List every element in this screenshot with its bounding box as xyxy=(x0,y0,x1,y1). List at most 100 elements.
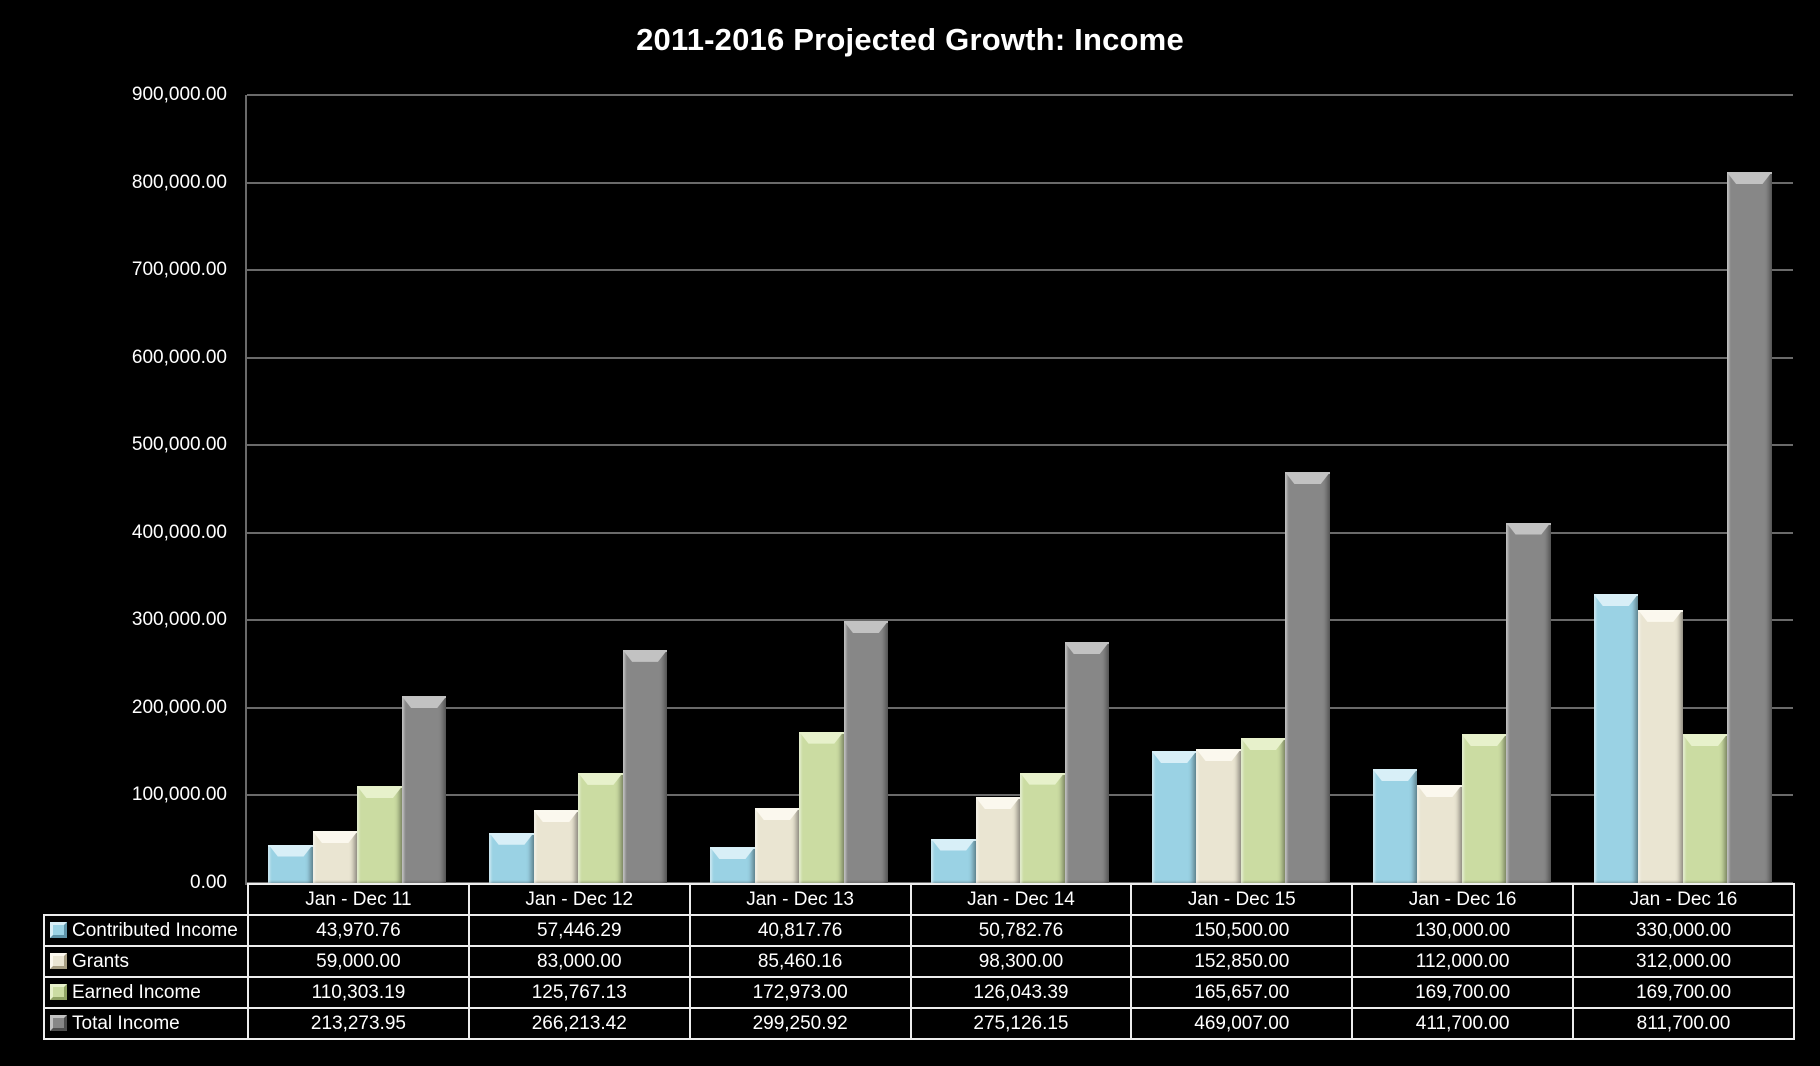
bar[interactable] xyxy=(1196,749,1241,883)
category-header-cell: Jan - Dec 15 xyxy=(1130,883,1354,916)
legend-key-icon xyxy=(50,1014,67,1031)
y-axis-tick-label: 600,000.00 xyxy=(131,346,227,368)
bar[interactable] xyxy=(1638,609,1683,883)
table-value-cell: 165,657.00 xyxy=(1130,976,1354,1009)
gridline xyxy=(247,706,1793,709)
y-axis-tick-label: 500,000.00 xyxy=(131,434,227,456)
table-value-cell: 152,850.00 xyxy=(1130,945,1354,978)
table-value-cell: 172,973.00 xyxy=(688,976,912,1009)
series-name: Contributed Income xyxy=(72,919,238,941)
bar[interactable] xyxy=(268,844,313,883)
bar[interactable] xyxy=(1151,751,1197,883)
table-value-cell: 275,126.15 xyxy=(909,1007,1133,1040)
series-label-cell: Earned Income xyxy=(43,976,249,1009)
series-label-cell: Contributed Income xyxy=(43,914,249,947)
table-value-cell: 469,007.00 xyxy=(1130,1007,1354,1040)
table-value-cell: 299,250.92 xyxy=(688,1007,912,1040)
category-header-cell: Jan - Dec 11 xyxy=(247,883,470,916)
y-axis-line xyxy=(245,95,247,885)
table-value-cell: 126,043.39 xyxy=(909,976,1133,1009)
bar[interactable] xyxy=(1285,472,1330,883)
gridline xyxy=(247,882,1793,884)
gridline xyxy=(247,94,1793,96)
table-value-cell: 312,000.00 xyxy=(1572,945,1795,978)
gridline xyxy=(247,181,1793,184)
series-name: Total Income xyxy=(72,1012,180,1034)
gridline xyxy=(247,269,1793,272)
category-header-cell: Jan - Dec 14 xyxy=(909,883,1133,916)
table-value-cell: 411,700.00 xyxy=(1351,1007,1575,1040)
bar[interactable] xyxy=(931,838,976,883)
bar[interactable] xyxy=(533,810,579,883)
bar[interactable] xyxy=(578,772,623,883)
plot-area xyxy=(247,94,1793,884)
gridline xyxy=(247,356,1793,359)
table-value-cell: 811,700.00 xyxy=(1572,1007,1795,1040)
series-name: Earned Income xyxy=(72,981,201,1003)
table-row: Contributed Income 43,970.76 57,446.29 40,8… xyxy=(43,914,1795,947)
bar[interactable] xyxy=(1064,642,1109,883)
legend-key-icon xyxy=(50,952,67,969)
bar[interactable] xyxy=(843,621,889,883)
bar[interactable] xyxy=(401,696,447,883)
table-value-cell: 150,500.00 xyxy=(1130,914,1354,947)
table-value-cell: 112,000.00 xyxy=(1351,945,1575,978)
bar[interactable] xyxy=(1461,734,1507,883)
category-header-cell: Jan - Dec 13 xyxy=(688,883,912,916)
bar[interactable] xyxy=(1417,784,1462,883)
table-row: Grants 59,000.00 83,000.00 85,460.16 98,300.… xyxy=(43,945,1795,978)
series-label-cell: Total Income xyxy=(43,1007,249,1040)
gridline xyxy=(247,619,1793,622)
y-axis-tick-label: 300,000.00 xyxy=(131,609,227,631)
category-header-cell: Jan - Dec 12 xyxy=(467,883,691,916)
table-value-cell: 213,273.95 xyxy=(247,1007,470,1040)
bar[interactable] xyxy=(1682,734,1728,883)
y-axis-tick-label: 700,000.00 xyxy=(131,259,227,281)
gridline xyxy=(247,531,1793,534)
y-axis-tick-label: 200,000.00 xyxy=(131,696,227,718)
bar[interactable] xyxy=(622,649,668,883)
bar[interactable] xyxy=(754,808,800,883)
y-axis-tick-label: 400,000.00 xyxy=(131,521,227,543)
bar[interactable] xyxy=(1506,522,1551,883)
bar[interactable] xyxy=(1240,737,1286,883)
table-value-cell: 110,303.19 xyxy=(247,976,470,1009)
table-row: Earned Income 110,303.19 125,767.13 172,973… xyxy=(43,976,1795,1009)
table-value-cell: 83,000.00 xyxy=(467,945,691,978)
table-value-cell: 169,700.00 xyxy=(1572,976,1795,1009)
legend-key-icon xyxy=(50,921,67,938)
y-axis-tick-label: 100,000.00 xyxy=(131,784,227,806)
bar[interactable] xyxy=(975,796,1020,883)
chart-title: 2011-2016 Projected Growth: Income xyxy=(636,22,1184,57)
table-row: Total Income 213,273.95 266,213.42 299,250.… xyxy=(43,1007,1795,1040)
bar[interactable] xyxy=(1372,769,1418,883)
y-axis-tick-label: 0.00 xyxy=(190,872,227,893)
bar[interactable] xyxy=(710,847,755,883)
y-axis-tick-label: 900,000.00 xyxy=(131,84,227,105)
table-header-row: Jan - Dec 11 Jan - Dec 12 Jan - Dec 13 Jan … xyxy=(44,883,1795,916)
category-header-cell: Jan - Dec 16 xyxy=(1572,883,1795,916)
table-value-cell: 98,300.00 xyxy=(909,945,1133,978)
bar[interactable] xyxy=(357,786,402,883)
bar[interactable] xyxy=(1727,172,1772,883)
category-header-cell: Jan - Dec 16 xyxy=(1351,883,1575,916)
table-value-cell: 40,817.76 xyxy=(688,914,912,947)
bar[interactable] xyxy=(1593,594,1639,883)
bar[interactable] xyxy=(1020,772,1065,883)
gridline xyxy=(247,444,1793,447)
legend-key-icon xyxy=(50,983,67,1000)
table-value-cell: 130,000.00 xyxy=(1351,914,1575,947)
bar[interactable] xyxy=(799,731,844,883)
table-value-cell: 43,970.76 xyxy=(247,914,470,947)
bar[interactable] xyxy=(312,831,358,883)
table-value-cell: 169,700.00 xyxy=(1351,976,1575,1009)
series-label-cell: Grants xyxy=(43,945,249,978)
table-value-cell: 50,782.76 xyxy=(909,914,1133,947)
series-name: Grants xyxy=(72,950,130,972)
data-table: Jan - Dec 11 Jan - Dec 12 Jan - Dec 13 Jan … xyxy=(43,883,1795,1040)
bar[interactable] xyxy=(489,832,534,883)
table-value-cell: 57,446.29 xyxy=(467,914,691,947)
y-axis-tick-label: 800,000.00 xyxy=(131,171,227,193)
table-corner-ghost-cell xyxy=(44,884,248,915)
table-value-cell: 330,000.00 xyxy=(1572,914,1795,947)
